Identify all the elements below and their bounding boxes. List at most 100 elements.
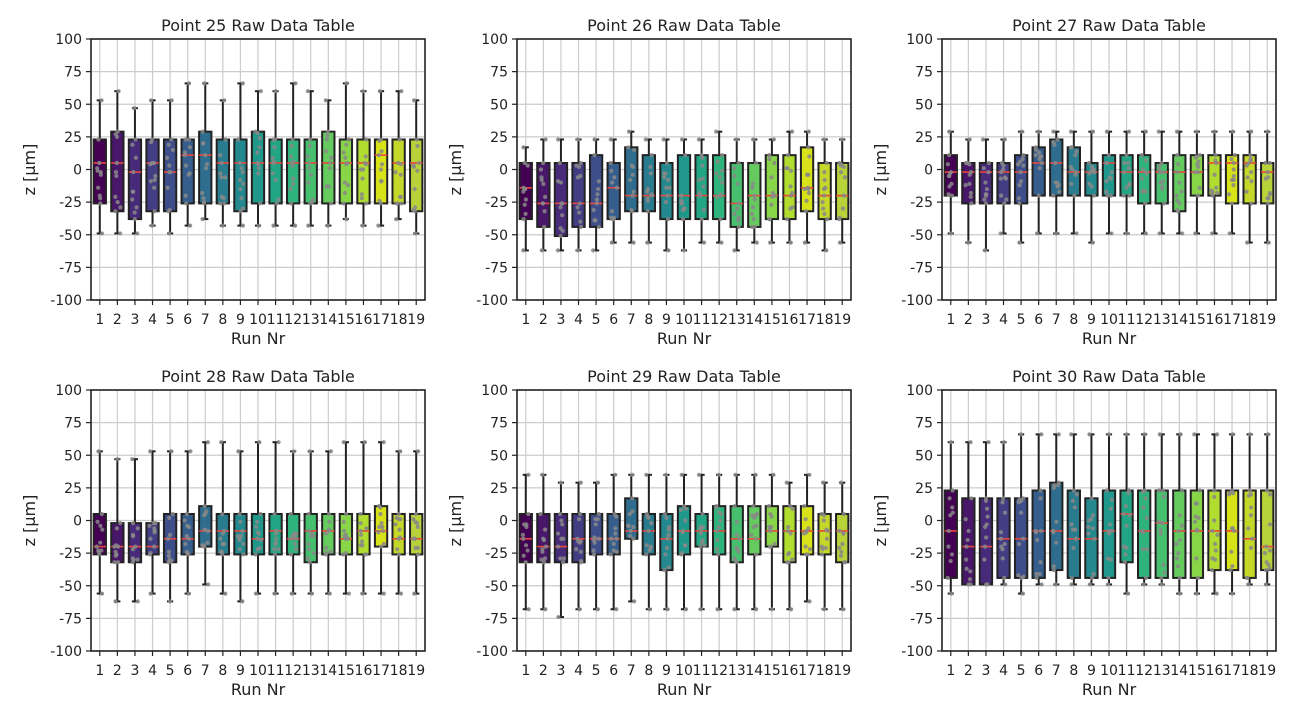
raw-data-point [98,523,103,528]
raw-data-point [576,210,582,215]
raw-data-point [767,526,772,531]
box-run-5 [588,137,604,253]
raw-data-point [219,440,224,445]
raw-data-point [1215,190,1220,196]
raw-data-point [714,505,719,510]
raw-data-point [362,440,367,445]
raw-data-point [414,521,420,526]
xtick-label: 7 [627,312,636,328]
xtick-label: 14 [1170,312,1188,328]
raw-data-point [1003,176,1008,181]
raw-data-point [665,607,670,612]
raw-data-point [1002,137,1007,142]
raw-data-point [1002,510,1008,515]
box-run-15 [764,137,780,245]
box-run-16 [1207,432,1222,596]
raw-data-point [255,150,260,155]
raw-data-point [1038,496,1043,501]
raw-data-point [415,143,420,149]
raw-data-point [644,552,649,557]
raw-data-point [1175,153,1180,158]
raw-data-point [1090,526,1095,531]
ytick-label: 0 [73,514,82,530]
box-run-7 [1049,129,1064,236]
raw-data-point [786,560,791,565]
raw-data-point [768,544,773,549]
raw-data-point [135,599,140,604]
raw-data-point [982,197,987,202]
raw-data-point [135,231,140,236]
raw-data-point [289,143,294,149]
xtick-label: 10 [675,312,693,328]
raw-data-point [1124,523,1129,528]
raw-data-point [1177,201,1182,206]
xtick-label: 7 [201,312,210,328]
raw-data-point [575,137,581,142]
raw-data-point [323,149,329,154]
raw-data-point [753,536,759,541]
raw-data-point [696,472,702,477]
raw-data-point [1105,193,1110,198]
raw-data-point [1001,440,1007,445]
raw-data-point [152,185,157,190]
raw-data-point [629,472,635,477]
raw-data-point [131,189,136,194]
raw-data-point [821,206,826,211]
xtick-label: 18 [816,312,834,328]
raw-data-point [398,517,403,522]
raw-data-point [169,98,174,103]
ytick-label: 50 [915,97,933,113]
raw-data-point [609,209,615,214]
raw-data-point [986,170,991,175]
raw-data-point [1106,432,1112,437]
raw-data-point [1124,432,1129,437]
raw-data-point [596,186,601,192]
raw-data-point [360,591,365,596]
raw-data-point [841,531,846,536]
ytick-label: -25 [59,546,82,562]
raw-data-point [255,519,260,524]
raw-data-point [206,582,211,587]
box-run-9 [659,137,674,253]
raw-data-point [1209,567,1215,573]
raw-data-point [308,172,314,177]
raw-data-point [358,528,363,534]
raw-data-point [732,504,737,509]
raw-data-point [644,543,649,548]
raw-data-point [114,173,119,179]
raw-data-point [772,541,777,547]
raw-data-point [1195,575,1201,581]
raw-data-point [399,89,404,94]
raw-data-point [1268,190,1273,196]
raw-data-point [1228,567,1233,573]
raw-data-point [806,186,811,192]
raw-data-point [1192,432,1197,437]
raw-data-point [326,511,332,517]
ytick-label: 25 [64,130,82,146]
raw-data-point [679,472,684,477]
raw-data-point [824,536,830,541]
raw-data-point [341,440,346,445]
raw-data-point [998,536,1004,541]
raw-data-point [1038,560,1043,565]
xtick-label: 5 [592,663,601,679]
box-run-11 [1119,432,1134,596]
raw-data-point [680,216,686,222]
raw-data-point [984,506,990,511]
raw-data-point [170,147,176,153]
raw-data-point [1108,176,1114,181]
raw-data-point [1143,496,1148,501]
raw-data-point [1125,591,1131,596]
xtick-label: 6 [609,312,618,328]
raw-data-point [187,171,192,176]
box-run-9 [233,449,248,604]
raw-data-point [398,172,403,177]
raw-data-point [203,153,208,158]
xtick-label: 7 [627,663,636,679]
raw-data-point [169,449,174,454]
raw-data-point [750,513,755,518]
raw-data-point [201,196,206,201]
ytick-label: -100 [476,644,508,660]
raw-data-point [950,505,955,510]
raw-data-point [1174,170,1180,175]
